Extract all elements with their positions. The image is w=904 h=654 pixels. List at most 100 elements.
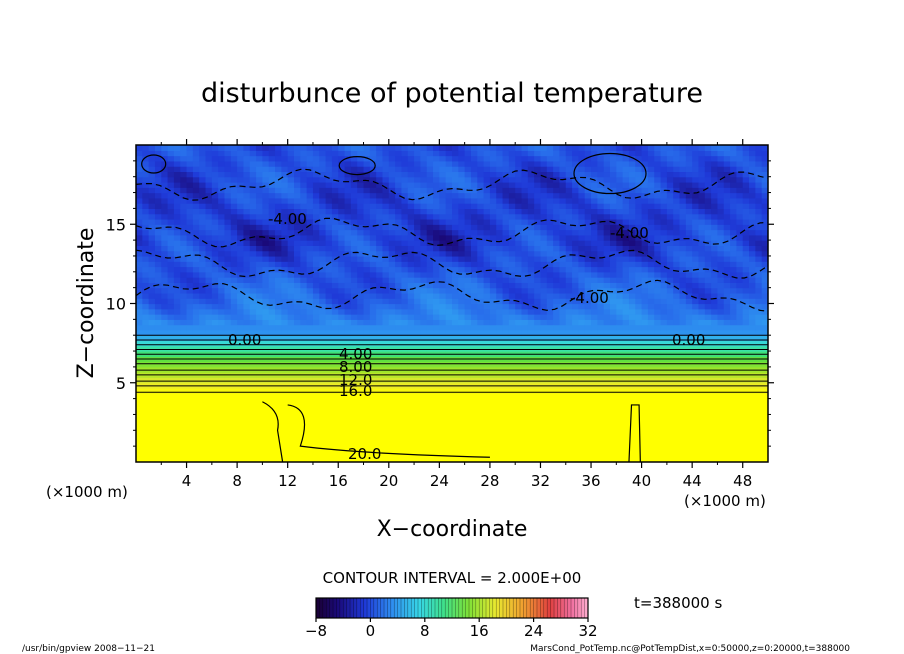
heatmap-cell (224, 176, 232, 183)
heatmap-cell (173, 409, 181, 416)
heatmap-cell (294, 393, 301, 400)
heatmap-cell (357, 414, 365, 421)
heatmap-cell (452, 261, 459, 268)
heatmap-cell (275, 393, 282, 400)
heatmap-cell (622, 377, 630, 384)
heatmap-cell (521, 181, 529, 188)
heatmap-cell (312, 150, 320, 157)
heatmap-cell (635, 245, 643, 252)
heatmap-cell (256, 160, 263, 167)
heatmap-cell (167, 345, 175, 352)
heatmap-cell (591, 409, 598, 416)
heatmap-cell (262, 435, 270, 442)
heatmap-cell (584, 303, 592, 310)
heatmap-cell (407, 398, 415, 405)
heatmap-cell (483, 192, 491, 199)
heatmap-cell (414, 440, 421, 447)
heatmap-cell (426, 213, 434, 220)
heatmap-cell (382, 456, 390, 462)
heatmap-cell (508, 319, 516, 326)
heatmap-cell (584, 414, 592, 421)
heatmap-cell (426, 208, 434, 215)
heatmap-cell (287, 451, 295, 458)
heatmap-cell (357, 393, 365, 400)
heatmap-cell (161, 181, 169, 188)
heatmap-cell (502, 240, 510, 246)
heatmap-cell (205, 292, 213, 299)
heatmap-cell (357, 187, 365, 194)
heatmap-cell (572, 419, 579, 426)
heatmap-cell (553, 155, 561, 162)
heatmap-cell (294, 319, 301, 326)
heatmap-cell (534, 181, 542, 188)
heatmap-cell (161, 166, 169, 173)
heatmap-cell (553, 319, 561, 326)
heatmap-cell (142, 203, 150, 209)
heatmap-cell (237, 271, 245, 278)
heatmap-cell (452, 393, 459, 400)
heatmap-cell (357, 192, 365, 199)
heatmap-cell (433, 451, 440, 458)
heatmap-cell (407, 155, 415, 162)
heatmap-cell (426, 176, 434, 183)
heatmap-cell (489, 298, 497, 305)
heatmap-cell (338, 451, 346, 458)
heatmap-cell (407, 345, 415, 352)
heatmap-cell (515, 425, 523, 431)
heatmap-cell (439, 171, 447, 178)
heatmap-cell (294, 192, 301, 199)
heatmap-cell (628, 203, 636, 209)
heatmap-cell (294, 361, 301, 368)
heatmap-cell (199, 150, 207, 157)
heatmap-cell (300, 388, 308, 394)
heatmap-cell (243, 176, 251, 183)
heatmap-cell (433, 430, 440, 437)
heatmap-cell (281, 218, 289, 225)
heatmap-cell (357, 166, 365, 173)
heatmap-cell (553, 171, 561, 178)
heatmap-cell (237, 446, 245, 453)
heatmap-cell (218, 287, 226, 294)
heatmap-cell (319, 430, 327, 437)
heatmap-cell (439, 266, 447, 273)
heatmap-cell (275, 308, 282, 315)
heatmap-cell (275, 388, 282, 394)
heatmap-cell (603, 335, 611, 342)
heatmap-cell (325, 361, 333, 368)
heatmap-cell (338, 335, 346, 342)
heatmap-cell (199, 292, 207, 299)
heatmap-cell (344, 308, 352, 315)
heatmap-cell (597, 425, 605, 431)
heatmap-cell (148, 245, 156, 252)
heatmap-cell (578, 292, 586, 299)
heatmap-cell (521, 403, 529, 410)
heatmap-cell (407, 145, 415, 151)
heatmap-cell (268, 398, 276, 405)
heatmap-cell (553, 430, 561, 437)
heatmap-cell (489, 456, 497, 462)
heatmap-cell (628, 277, 636, 283)
heatmap-cell (603, 245, 611, 252)
heatmap-cell (344, 176, 352, 183)
heatmap-cell (597, 292, 605, 299)
heatmap-cell (508, 377, 516, 384)
heatmap-cell (256, 271, 263, 278)
heatmap-cell (350, 181, 358, 188)
heatmap-cell (275, 208, 282, 215)
heatmap-cell (325, 176, 333, 183)
heatmap-cell (540, 197, 548, 204)
heatmap-cell (357, 282, 365, 289)
heatmap-cell (154, 234, 162, 241)
heatmap-cell (540, 171, 548, 178)
heatmap-cell (357, 419, 365, 426)
heatmap-cell (344, 419, 352, 426)
heatmap-cell (338, 181, 346, 188)
heatmap-cell (154, 250, 162, 257)
heatmap-cell (565, 176, 573, 183)
heatmap-cell (154, 261, 162, 268)
heatmap-cell (591, 345, 598, 352)
heatmap-cell (218, 335, 226, 342)
heatmap-cell (192, 155, 200, 162)
heatmap-cell (357, 398, 365, 405)
heatmap-cell (546, 292, 554, 299)
